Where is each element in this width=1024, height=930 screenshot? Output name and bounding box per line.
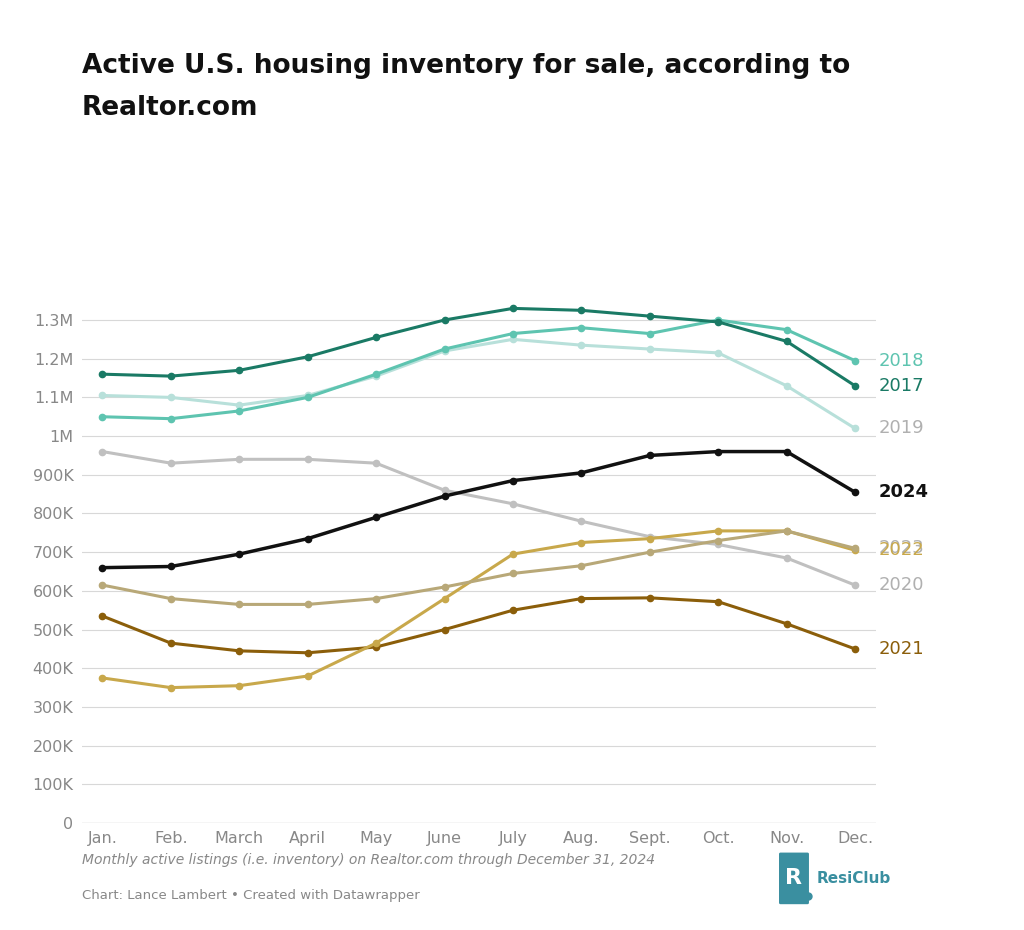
Text: 2021: 2021	[879, 640, 925, 658]
Text: 2018: 2018	[879, 352, 925, 369]
Text: Chart: Lance Lambert • Created with Datawrapper: Chart: Lance Lambert • Created with Data…	[82, 889, 420, 902]
Text: 2019: 2019	[879, 419, 925, 437]
Text: R: R	[785, 869, 803, 888]
Text: 2022: 2022	[879, 541, 925, 559]
Text: 2020: 2020	[879, 576, 925, 594]
Text: ResiClub: ResiClub	[817, 870, 891, 886]
FancyBboxPatch shape	[779, 853, 809, 904]
Text: 2024: 2024	[879, 484, 929, 501]
Text: Monthly active listings (i.e. inventory) on Realtor.com through December 31, 202: Monthly active listings (i.e. inventory)…	[82, 853, 655, 867]
Text: 2017: 2017	[879, 377, 925, 395]
Text: Realtor.com: Realtor.com	[82, 95, 258, 121]
Text: Active U.S. housing inventory for sale, according to: Active U.S. housing inventory for sale, …	[82, 53, 850, 79]
Text: 2023: 2023	[879, 538, 925, 556]
